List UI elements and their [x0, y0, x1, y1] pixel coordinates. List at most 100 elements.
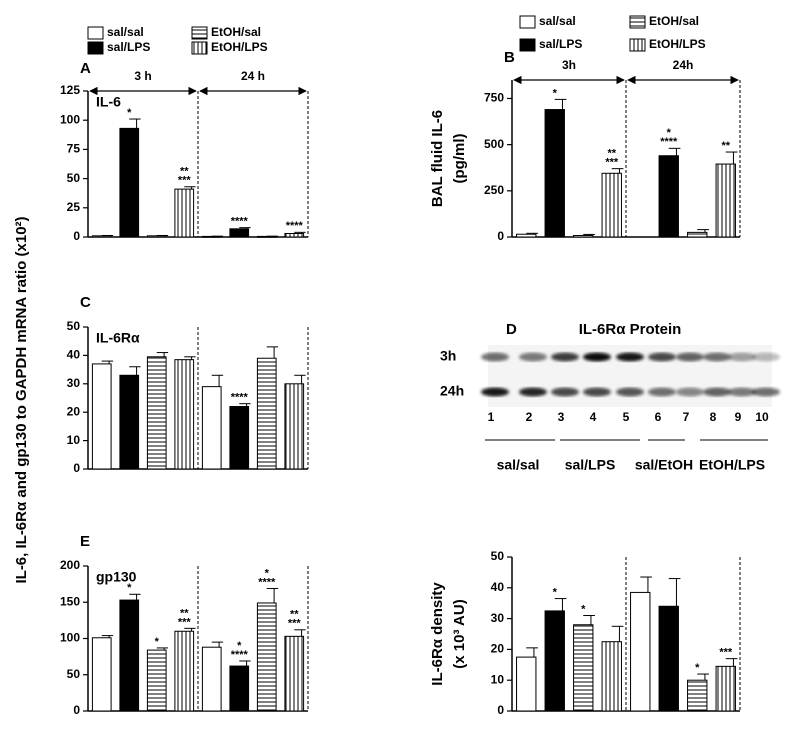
y-tick-label: 500: [484, 137, 504, 151]
lane-number: 2: [526, 410, 533, 424]
legend-label: EtOH/LPS: [649, 37, 706, 51]
significance-mark: ****: [231, 649, 249, 661]
significance-mark: ****: [258, 576, 276, 588]
blot-band: [728, 387, 756, 397]
bar: [119, 374, 140, 470]
bar: [91, 637, 112, 712]
blot-band: [703, 352, 731, 362]
blot-band: [551, 387, 579, 397]
significance-mark: ***: [605, 157, 619, 169]
bar: [229, 406, 250, 470]
y-tick-label: 20: [67, 404, 81, 418]
significance-mark: *: [155, 636, 160, 648]
legend-label: sal/sal: [107, 25, 144, 39]
significance-mark: **: [180, 166, 189, 178]
bar-hatch: [174, 631, 194, 711]
inner-label: IL-6: [96, 94, 121, 110]
bar-hatch: [147, 356, 167, 469]
bar-hatch: [257, 236, 277, 238]
y-tick-label: 50: [491, 549, 505, 563]
lane-number: 9: [735, 410, 742, 424]
legend-swatch: [87, 41, 104, 55]
bar-hatch: [716, 666, 736, 711]
y-tick-label: 25: [67, 200, 81, 214]
blot-band: [676, 387, 704, 397]
y-tick-label: 750: [484, 91, 504, 105]
bar: [229, 665, 250, 712]
lane-number: 3: [558, 410, 565, 424]
inner-label: gp130: [96, 569, 137, 585]
lane-number: 1: [488, 410, 495, 424]
panel-letter: E: [80, 533, 90, 550]
group-name: sal/LPS: [565, 457, 616, 473]
significance-mark: **: [180, 607, 189, 619]
y-tick-label: 125: [60, 83, 80, 97]
bar-hatch: [284, 233, 304, 237]
bar: [630, 591, 651, 712]
blot-band: [583, 352, 611, 362]
y-tick-label: 30: [491, 611, 505, 625]
blot-band: [519, 352, 547, 362]
y-label: BAL fluid IL-6: [429, 110, 446, 207]
significance-mark: **: [290, 609, 299, 621]
y-tick-label: 50: [67, 667, 81, 681]
group-name: EtOH/LPS: [699, 457, 765, 473]
blot-band: [481, 352, 509, 362]
significance-mark: ***: [719, 647, 733, 659]
blot-band: [519, 387, 547, 397]
panel-letter: D: [506, 321, 517, 338]
y-tick-label: 20: [491, 642, 505, 656]
significance-mark: *: [553, 586, 558, 598]
y-label: (x 10³ AU): [451, 599, 468, 668]
bar-hatch: [687, 232, 707, 237]
bar-hatch: [573, 235, 593, 237]
significance-mark: *: [667, 127, 672, 139]
blot-band: [648, 387, 676, 397]
panel-letter: A: [80, 60, 91, 77]
bar: [516, 233, 537, 238]
bar: [544, 610, 565, 712]
y-tick-label: 0: [73, 461, 80, 475]
legend-swatch: [519, 38, 536, 52]
legend-label: EtOH/sal: [649, 14, 699, 28]
shared-y-label: IL-6, IL-6Rα and gp130 to GAPDH mRNA rat…: [13, 216, 30, 583]
lane-number: 6: [655, 410, 662, 424]
lane-number: 7: [683, 410, 690, 424]
y-tick-label: 10: [67, 433, 81, 447]
y-tick-label: 150: [60, 594, 80, 608]
y-tick-label: 50: [67, 319, 81, 333]
bar-hatch: [284, 636, 304, 711]
group-name: sal/sal: [497, 457, 540, 473]
bar: [544, 109, 565, 238]
significance-mark: *: [695, 662, 700, 674]
bar-hatch: [174, 189, 194, 237]
bar-hatch: [147, 650, 167, 711]
blot-title: IL-6Rα Protein: [579, 321, 682, 338]
significance-mark: *: [127, 107, 132, 119]
bar: [229, 228, 250, 238]
blot-band: [583, 387, 611, 397]
group-label: 24h: [673, 58, 694, 72]
panel-letter: C: [80, 294, 91, 311]
y-tick-label: 50: [67, 171, 81, 185]
legend-label: sal/LPS: [539, 37, 582, 51]
lane-number: 10: [755, 410, 769, 424]
bar-hatch: [284, 383, 304, 469]
significance-mark: *: [127, 582, 132, 594]
blot-band: [648, 352, 676, 362]
bar: [658, 155, 679, 238]
legend-label: sal/LPS: [107, 40, 150, 54]
bar-hatch: [174, 359, 194, 469]
significance-mark: ****: [231, 216, 249, 228]
panel-letter: B: [504, 49, 515, 66]
legend-label: EtOH/sal: [211, 25, 261, 39]
blot-band: [481, 387, 509, 397]
bar-hatch: [602, 641, 622, 711]
blot-row-label: 24h: [440, 383, 464, 399]
significance-mark: ****: [660, 136, 678, 148]
legend-hatch: [629, 15, 646, 29]
y-tick-label: 0: [73, 703, 80, 717]
blot-band: [616, 387, 644, 397]
y-tick-label: 40: [67, 348, 81, 362]
blot-band: [728, 352, 756, 362]
